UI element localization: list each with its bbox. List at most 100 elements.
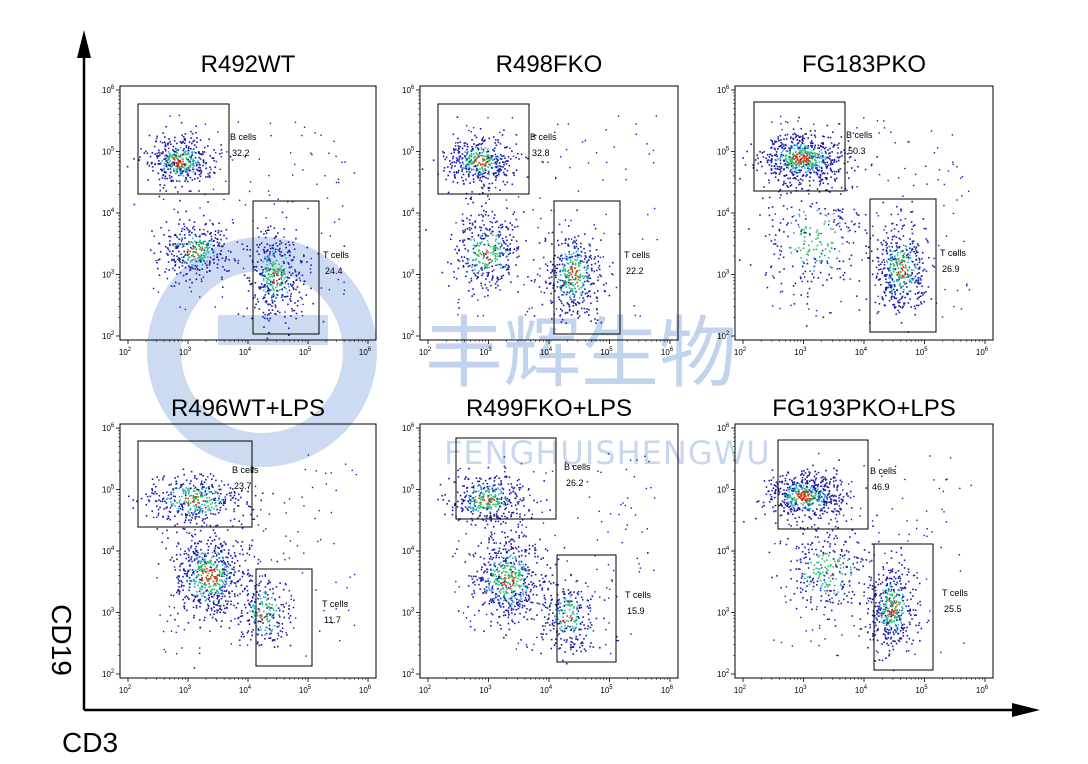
y-tick-label: 102	[102, 669, 115, 679]
panel-title: FG193PKO+LPS	[772, 395, 955, 422]
panel-title: FG183PKO	[802, 51, 926, 78]
y-tick-label: 106	[102, 423, 115, 433]
y-axis-arrow	[77, 30, 91, 58]
y-tick-label: 104	[102, 546, 115, 556]
panel-title: R498FKO	[496, 51, 603, 78]
t-cell-gate	[556, 554, 617, 663]
x-tick-label: 106	[976, 347, 989, 357]
y-tick-label: 103	[102, 270, 115, 280]
b-cell-gate	[777, 439, 869, 530]
figure-axes: CD3 CD19	[46, 30, 1040, 758]
watermark-chinese-text: 丰辉生物	[425, 309, 737, 399]
x-tick-label: 104	[855, 347, 868, 357]
x-tick-label: 104	[540, 685, 553, 695]
x-tick-label: 105	[600, 347, 613, 357]
event-dots	[126, 114, 356, 340]
y-tick-label: 105	[402, 485, 415, 495]
event-dots	[738, 115, 971, 333]
flow-panel: R492WT 102 103 104 105 106 102 103 104 105 106 B ce…	[102, 51, 377, 357]
x-tick-label: 102	[119, 347, 132, 357]
t-cell-gate	[869, 198, 937, 333]
b-cell-gate	[753, 101, 846, 192]
gate-percent-label: 25.5	[944, 604, 962, 614]
y-tick-label: 104	[402, 546, 415, 556]
y-tick-label: 106	[717, 85, 730, 95]
gate-name-label: T cells	[624, 250, 650, 260]
y-tick-label: 103	[717, 270, 730, 280]
gate-percent-label: 50.3	[848, 146, 866, 156]
x-axis-arrow	[1012, 703, 1040, 717]
x-tick-label: 106	[359, 347, 372, 357]
gate-name-label: T cells	[323, 250, 349, 260]
t-cell-gate	[255, 568, 313, 667]
x-tick-label: 104	[239, 347, 252, 357]
event-dots	[437, 453, 656, 665]
x-tick-label: 105	[915, 685, 928, 695]
gate-name-label: T cells	[940, 248, 966, 258]
gate-name-label: B cells	[232, 465, 259, 475]
gate-name-label: B cells	[870, 466, 897, 476]
watermark-english-text: FENGHUISHENGWU	[444, 434, 771, 472]
y-tick-label: 103	[402, 608, 415, 618]
panel-title: R496WT+LPS	[171, 395, 325, 422]
plot-frame	[734, 85, 994, 341]
gate-name-label: B cells	[530, 132, 557, 142]
x-tick-label: 102	[419, 347, 432, 357]
x-tick-label: 103	[479, 685, 492, 695]
t-cell-gate	[873, 543, 934, 671]
x-tick-label: 104	[855, 685, 868, 695]
y-tick-label: 104	[402, 208, 415, 218]
y-tick-label: 105	[402, 147, 415, 157]
t-cell-gate	[252, 200, 320, 335]
y-tick-label: 106	[717, 423, 730, 433]
y-tick-label: 106	[402, 423, 415, 433]
gate-percent-label: 15.9	[627, 606, 645, 616]
x-tick-label: 106	[661, 685, 674, 695]
b-cell-gate	[455, 437, 557, 520]
gate-percent-label: 26.9	[942, 264, 960, 274]
y-tick-label: 105	[102, 485, 115, 495]
x-tick-label: 104	[239, 685, 252, 695]
gate-percent-label: 11.7	[324, 615, 341, 625]
event-dots	[421, 115, 658, 325]
y-tick-label: 102	[402, 331, 415, 341]
y-tick-label: 103	[717, 608, 730, 618]
gate-name-label: T cells	[625, 590, 651, 600]
y-tick-label: 102	[717, 331, 730, 341]
x-tick-label: 102	[119, 685, 132, 695]
x-tick-label: 105	[600, 685, 613, 695]
b-cell-gate	[137, 440, 253, 528]
x-tick-label: 102	[734, 685, 747, 695]
x-axis-label: CD3	[62, 727, 118, 758]
gate-percent-label: 46.9	[872, 482, 890, 492]
gate-percent-label: 26.2	[566, 478, 584, 488]
x-tick-label: 103	[479, 347, 492, 357]
y-tick-label: 106	[102, 85, 115, 95]
x-tick-label: 105	[299, 685, 312, 695]
flow-panel: R498FKO 102 103 104 105 106 102 103 104 105 106 B c…	[402, 51, 679, 357]
x-tick-label: 104	[540, 347, 553, 357]
event-dots	[743, 452, 972, 672]
y-tick-label: 105	[102, 147, 115, 157]
x-tick-label: 105	[915, 347, 928, 357]
y-tick-label: 103	[402, 270, 415, 280]
b-cell-gate	[437, 103, 530, 195]
gate-name-label: B cells	[846, 130, 873, 140]
gate-name-label: T cells	[322, 599, 348, 609]
y-axis-label: CD19	[46, 604, 77, 676]
y-tick-label: 102	[102, 331, 115, 341]
y-tick-label: 102	[717, 669, 730, 679]
panels: R492WT 102 103 104 105 106 102 103 104 105 106 B ce…	[102, 51, 994, 695]
flow-panel: FG193PKO+LPS 102 103 104 105 106 102 103 104 105 1…	[717, 395, 994, 695]
flow-panel: FG183PKO 102 103 104 105 106 102 103 104 105 106 B …	[717, 51, 994, 357]
gate-percent-label: 32.8	[532, 148, 550, 158]
x-tick-label: 103	[179, 685, 192, 695]
gate-percent-label: 24.4	[325, 266, 343, 276]
x-tick-label: 103	[794, 685, 807, 695]
gate-percent-label: 32.2	[232, 148, 250, 158]
y-tick-label: 102	[402, 669, 415, 679]
gate-name-label: B cells	[230, 132, 257, 142]
x-tick-label: 105	[299, 347, 312, 357]
watermark: 丰辉生物 FENGHUISHENGWU	[147, 237, 771, 472]
